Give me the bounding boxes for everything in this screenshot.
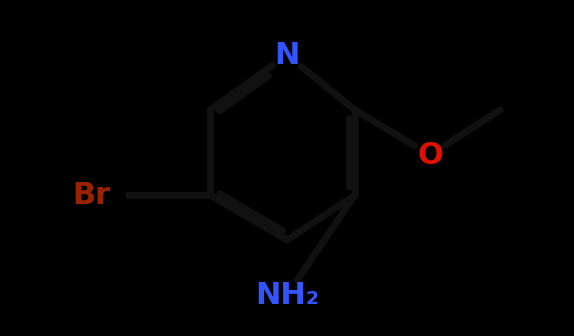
Text: NH₂: NH₂	[255, 281, 319, 309]
Text: Br: Br	[72, 180, 110, 210]
Text: N: N	[274, 41, 300, 70]
Text: O: O	[417, 140, 443, 169]
